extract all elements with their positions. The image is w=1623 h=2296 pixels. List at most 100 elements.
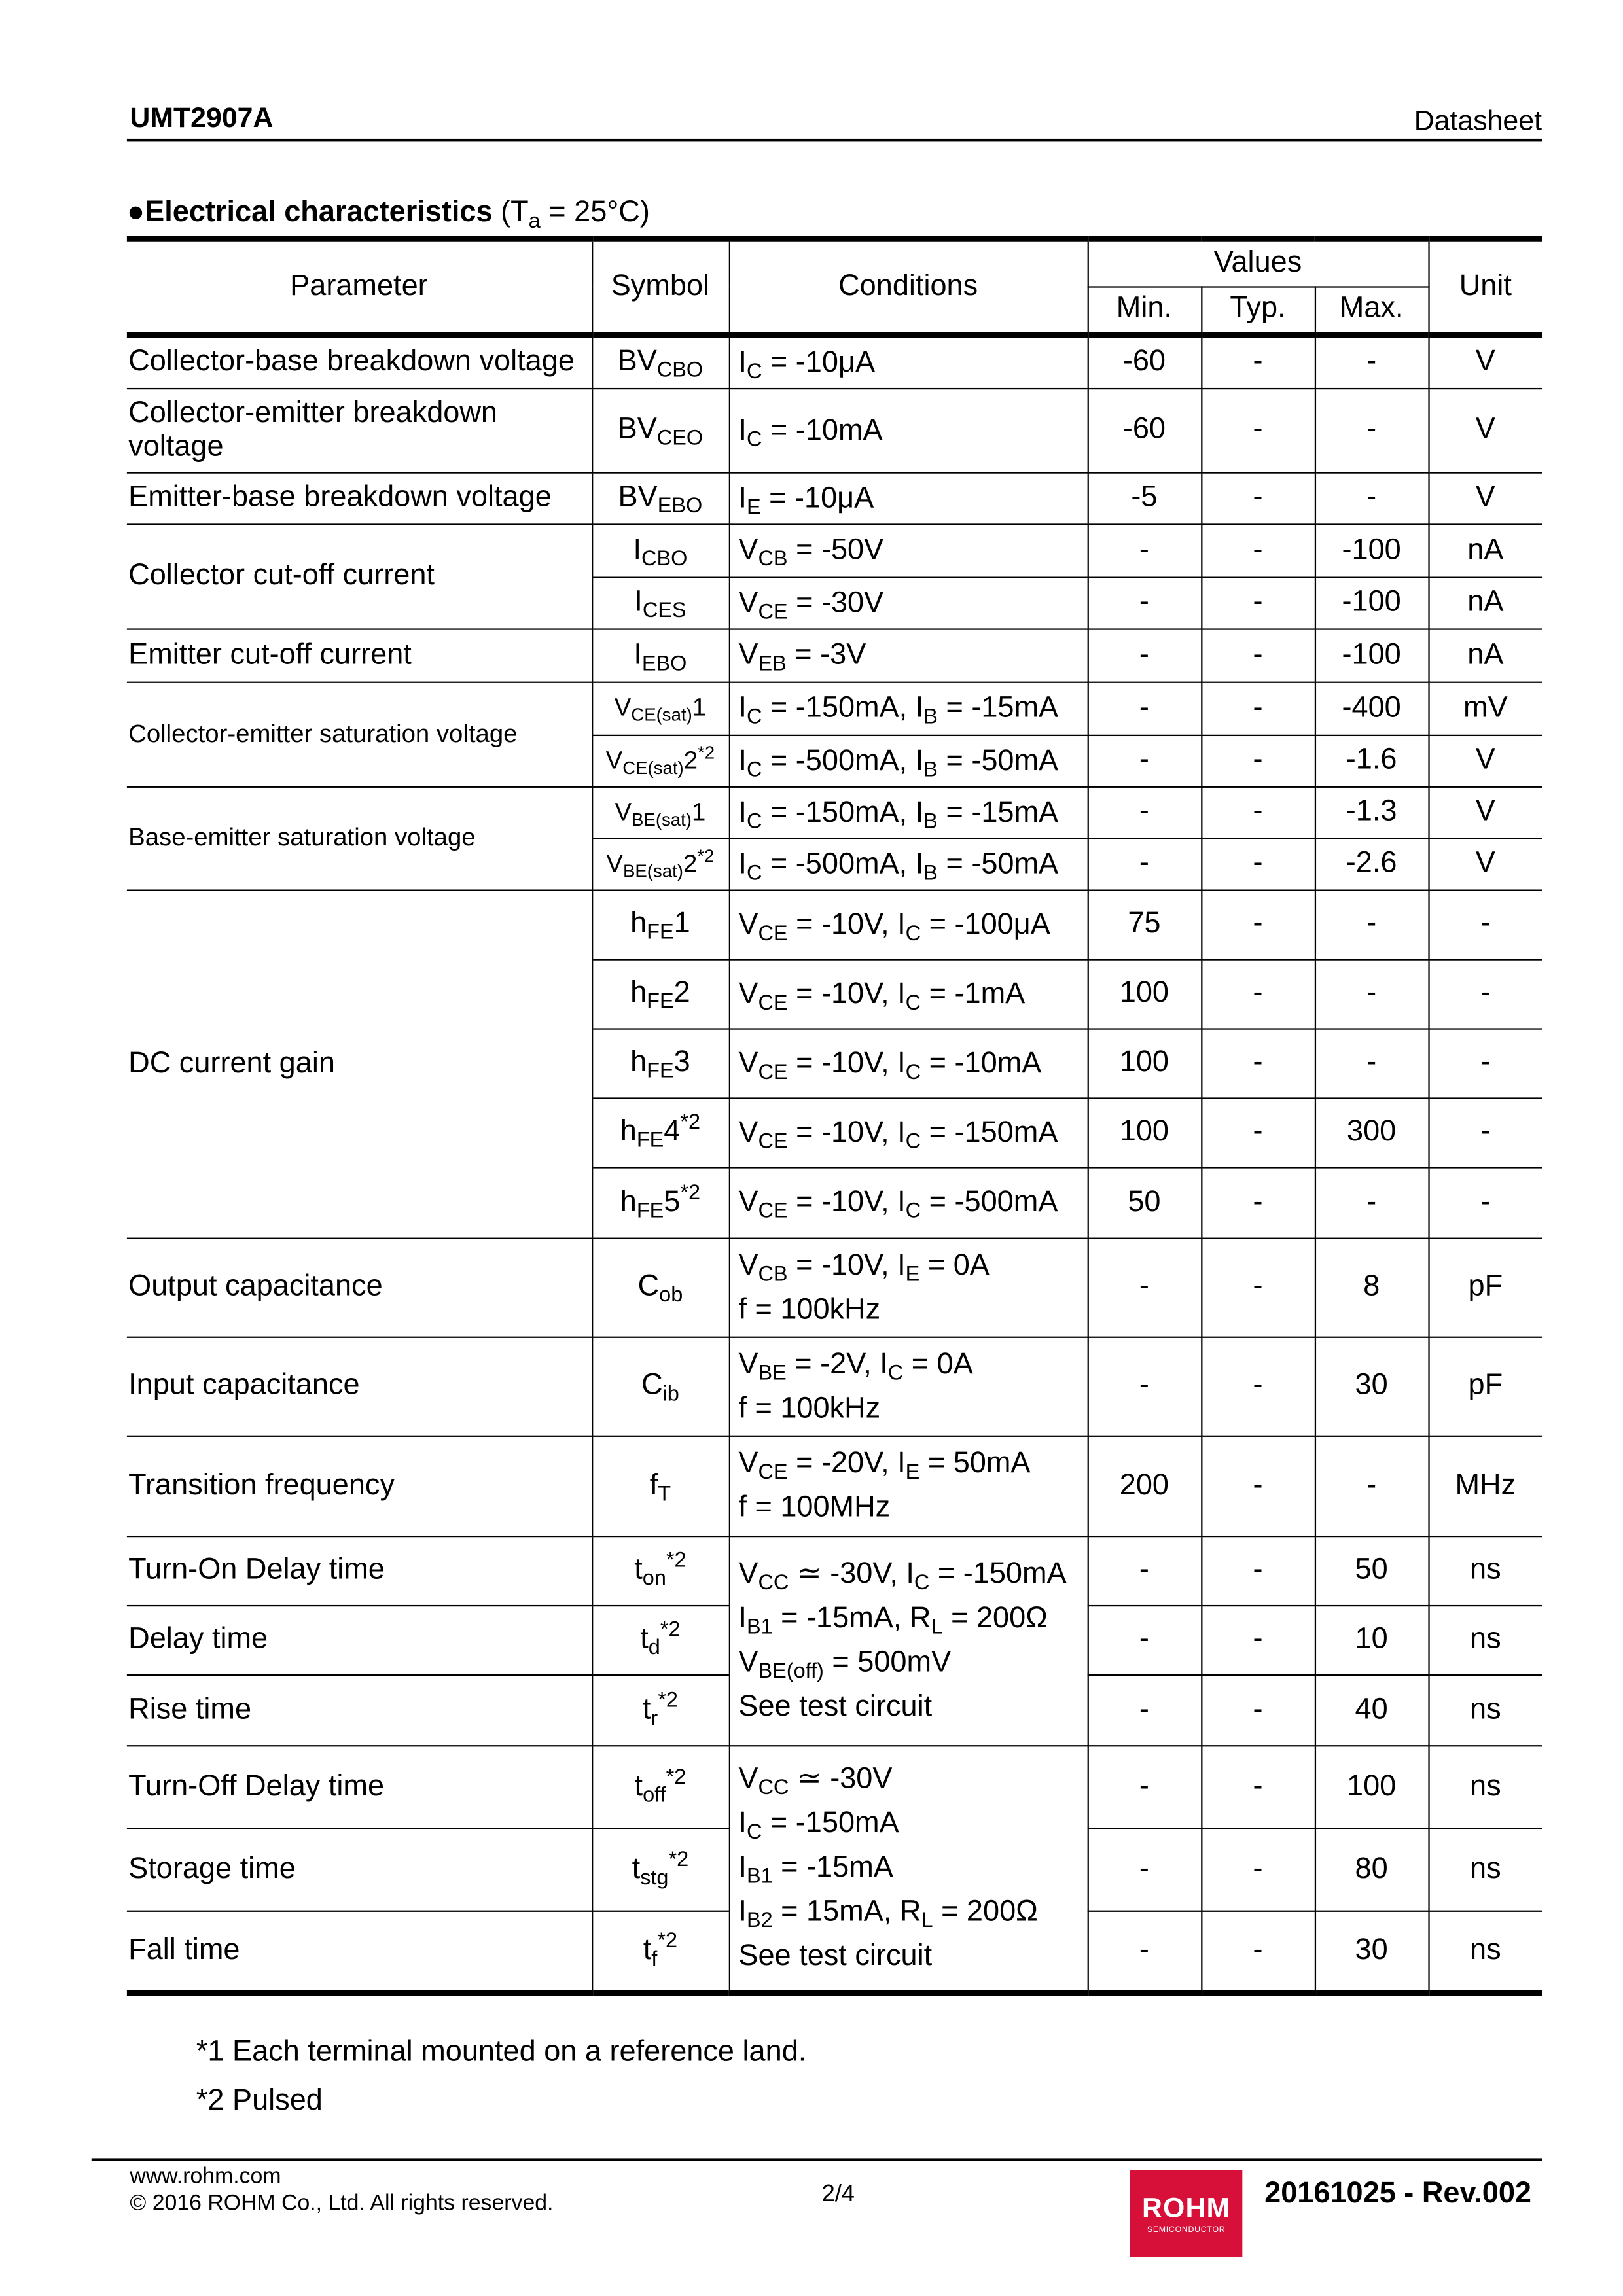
unit-cell: nA: [1427, 576, 1543, 629]
max-cell: -: [1313, 334, 1429, 389]
parameter-cell: Emitter cut-off current: [126, 627, 593, 682]
condition-line: IC = -150mA, IB = -15mA: [738, 796, 1059, 834]
parameter-cell: Input capacitance: [126, 1335, 593, 1436]
unit-cell: mV: [1427, 680, 1543, 735]
unit-cell: pF: [1427, 1335, 1543, 1436]
symbol-cell: BVEBO: [590, 471, 730, 525]
min-cell: -: [1086, 576, 1202, 629]
symbol-cell: hFE1: [590, 889, 730, 960]
condition-line: IC = -10μA: [738, 346, 876, 384]
page-number: 2/4: [821, 2181, 855, 2207]
max-cell: -100: [1313, 523, 1429, 578]
condition-line: VCC ≃ -30V, IC = -150mA: [738, 1557, 1067, 1595]
conditions-cell: VCE = -10V, IC = -10mA: [728, 1027, 1088, 1099]
symbol-cell: hFE5*2: [592, 1166, 730, 1239]
table-row: Fall time tf*2- -30 ns: [126, 1909, 1543, 1996]
min-cell: 50: [1086, 1166, 1202, 1239]
min-cell: -60: [1086, 387, 1202, 473]
footer-divider: [91, 2158, 1543, 2161]
typ-cell: -: [1200, 1335, 1315, 1436]
document-title: UMT2907A: [130, 103, 274, 135]
unit-cell: -: [1427, 1027, 1543, 1099]
document-type: Datasheet: [1414, 106, 1543, 137]
parameter-cell: Emitter-base breakdown voltage: [126, 471, 593, 525]
condition-line: VCB = -10V, IE = 0A: [738, 1248, 990, 1286]
unit-cell: V: [1427, 387, 1543, 473]
table-row: hFE3 VCE = -10V, IC = -10mA 100- - -: [127, 1027, 1543, 1099]
parameter-cell: Base-emitter saturation voltage: [126, 785, 593, 891]
condition-line: VCE = -10V, IC = -100μA: [738, 908, 1050, 945]
max-cell: -1.3: [1313, 785, 1429, 839]
parameter-cell: Collector cut-off current: [126, 523, 593, 629]
unit-cell: V: [1427, 733, 1543, 787]
typ-cell: -: [1200, 837, 1315, 891]
conditions-cell: IE = -10μA: [728, 471, 1088, 525]
section-title: ●Electrical characteristics (Ta = 25°C): [127, 196, 650, 232]
typ-cell: -: [1200, 1534, 1315, 1606]
typ-cell: -: [1200, 523, 1315, 578]
conditions-cell: IC = -500mA, IB = -50mA: [728, 837, 1088, 891]
symbol-cell: tstg*2: [590, 1827, 730, 1911]
symbol-cell: td*2: [590, 1604, 730, 1676]
typ-cell: -: [1200, 1604, 1315, 1676]
typ-cell: -: [1200, 471, 1315, 525]
typ-cell: -: [1200, 1673, 1315, 1746]
min-cell: -: [1086, 1744, 1202, 1829]
condition-line: f = 100MHz: [738, 1491, 891, 1524]
min-cell: -: [1086, 523, 1202, 578]
symbol-cell: VBE(sat)1: [590, 785, 730, 839]
typ-cell: -: [1200, 680, 1315, 735]
typ-cell: -: [1200, 1237, 1315, 1337]
logo-text: ROHM: [1141, 2193, 1231, 2225]
parameter-cell: Collector-emitter saturation voltage: [126, 680, 593, 787]
symbol-cell: ton*2: [590, 1534, 730, 1606]
header-min: Min.: [1087, 285, 1202, 338]
conditions-cell: VCE = -30V: [728, 576, 1088, 629]
table-body: Collector-base breakdown voltage BVCBO IC …: [126, 334, 1543, 1996]
parameter-cell: Delay time: [126, 1604, 593, 1676]
condition-line: IE = -10μA: [738, 482, 874, 520]
parameter-cell: Turn-On Delay time: [126, 1534, 593, 1606]
header-parameter: Parameter: [126, 236, 593, 338]
unit-cell: V: [1427, 471, 1543, 525]
table-row: Storage time tstg*2- -80 ns: [126, 1827, 1543, 1911]
conditions-cell: VCE = -10V, IC = -100μA: [728, 889, 1088, 960]
table-row: Turn-On Delay time ton*2 VCC ≃ -30V, IC = …: [126, 1534, 1543, 1746]
max-cell: 10: [1313, 1604, 1429, 1676]
conditions-cell: VCC ≃ -30V IC = -150mA IB1 = -15mA IB2 = 15…: [728, 1744, 1088, 1996]
min-cell: 100: [1086, 958, 1202, 1029]
unit-cell: MHz: [1427, 1434, 1543, 1537]
max-cell: 80: [1313, 1827, 1429, 1911]
footer-url-link[interactable]: www.rohm.com: [130, 2164, 281, 2189]
conditions-cell: IC = -10mA: [728, 387, 1088, 473]
symbol-cell: tr*2: [590, 1673, 730, 1746]
min-cell: -: [1086, 1335, 1202, 1436]
conditions-cell: VBE = -2V, IC = 0A f = 100kHz: [728, 1335, 1088, 1436]
conditions-cell: VCE = -10V, IC = -500mA: [728, 1166, 1088, 1239]
condition-line: VCE = -10V, IC = -1mA: [738, 977, 1026, 1015]
min-cell: -: [1086, 733, 1202, 787]
table-row: VBE(sat)2*2 IC = -500mA, IB = -50mA - - -2.6…: [127, 837, 1543, 891]
conditions-cell: VCB = -10V, IE = 0A f = 100kHz: [728, 1237, 1088, 1337]
min-cell: -: [1086, 837, 1202, 891]
condition-line: IB2 = 15mA, RL = 200Ω: [738, 1896, 1038, 1934]
conditions-cell: VCC ≃ -30V, IC = -150mA IB1 = -15mA, RL =…: [728, 1534, 1088, 1746]
condition-line: VBE(off) = 500mV: [738, 1646, 952, 1684]
table-row: ICES VCE = -30V - - -100 nA: [127, 576, 1543, 629]
symbol-cell: ICES: [592, 576, 730, 629]
typ-cell: -: [1200, 387, 1315, 473]
parameter-cell: DC current gain: [126, 889, 593, 1239]
typ-cell: -: [1200, 958, 1315, 1029]
min-cell: 100: [1086, 1097, 1202, 1168]
section-title-text: Electrical characteristics: [145, 196, 493, 229]
condition-line: VCE = -20V, IE = 50mA: [738, 1447, 1031, 1485]
max-cell: -100: [1313, 576, 1429, 629]
conditions-cell: IC = -150mA, IB = -15mA: [728, 680, 1088, 735]
condition-line: f = 100kHz: [738, 1293, 881, 1326]
condition-line: IB1 = -15mA: [738, 1852, 893, 1890]
table-row: hFE5*2 VCE = -10V, IC = -500mA 50- - -: [127, 1166, 1543, 1239]
typ-cell: -: [1200, 1027, 1315, 1099]
unit-cell: pF: [1427, 1237, 1543, 1337]
unit-cell: -: [1427, 1097, 1543, 1168]
